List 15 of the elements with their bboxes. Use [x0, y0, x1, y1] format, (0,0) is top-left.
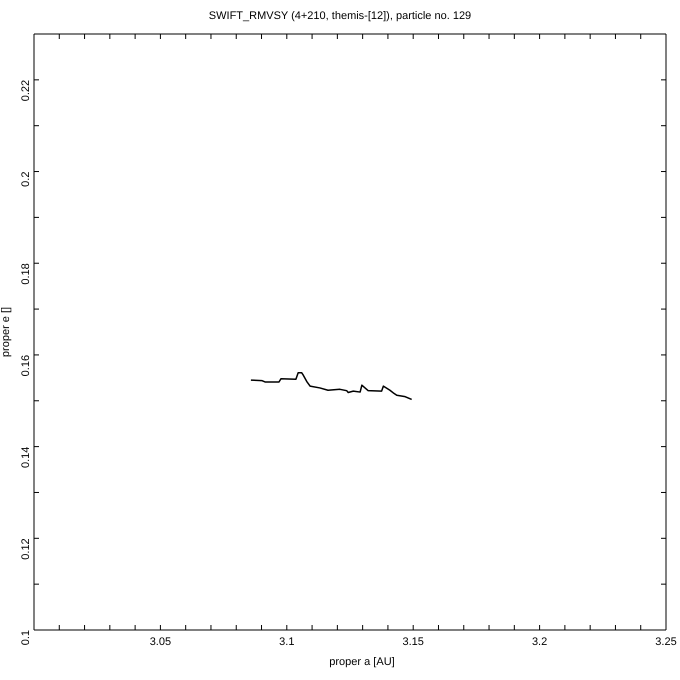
x-axis-title: proper a [AU] — [328, 656, 396, 668]
y-tick-label: 0.14 — [20, 446, 32, 468]
y-tick-label: 0.1 — [20, 630, 32, 646]
y-tick-label: 0.16 — [20, 354, 32, 376]
y-tick-label: 0.12 — [20, 538, 32, 560]
x-tick-label: 3.05 — [150, 636, 172, 648]
chart-title: SWIFT_RMVSY (4+210, themis-[12]), particle no. 129 — [208, 10, 472, 22]
x-tick-label: 3.15 — [402, 636, 424, 648]
x-tick-label: 3.2 — [532, 636, 548, 648]
y-tick-label: 0.18 — [20, 263, 32, 285]
x-tick-label: 3.1 — [279, 636, 294, 648]
y-axis-title: proper e [] — [0, 306, 12, 358]
y-tick-label: 0.22 — [20, 80, 32, 102]
x-tick-label: 3.25 — [655, 636, 677, 648]
y-tick-label: 0.2 — [20, 172, 32, 187]
